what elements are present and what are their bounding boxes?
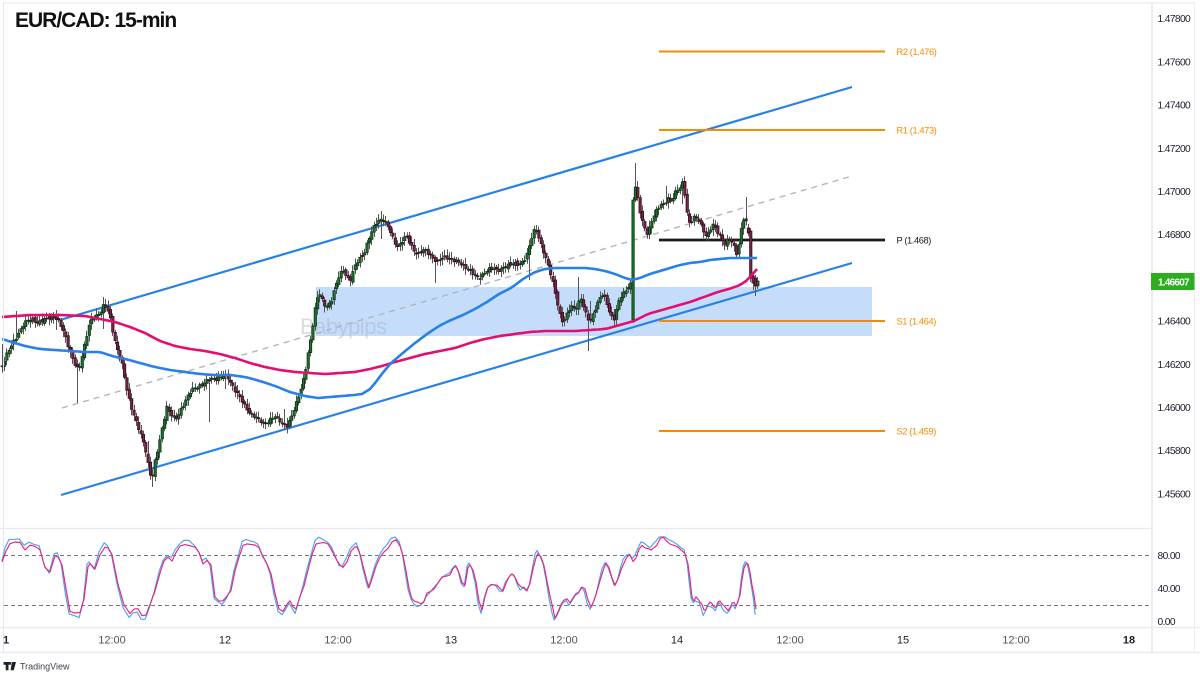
svg-text:R2 (1.476): R2 (1.476) [897, 47, 937, 57]
svg-text:80.00: 80.00 [1158, 551, 1181, 562]
svg-text:12:00: 12:00 [550, 635, 578, 647]
svg-text:1.47000: 1.47000 [1158, 187, 1192, 198]
svg-text:40.00: 40.00 [1158, 584, 1181, 595]
svg-text:S2 (1.459): S2 (1.459) [897, 426, 937, 436]
svg-text:13: 13 [445, 635, 457, 647]
svg-text:1.46000: 1.46000 [1158, 403, 1192, 414]
svg-text:TradingView: TradingView [20, 662, 70, 672]
svg-text:1.45600: 1.45600 [1158, 489, 1192, 500]
svg-text:1.45800: 1.45800 [1158, 446, 1192, 457]
svg-text:1.46607: 1.46607 [1158, 277, 1190, 288]
svg-text:R1 (1.473): R1 (1.473) [897, 125, 937, 135]
svg-text:12:00: 12:00 [98, 635, 126, 647]
svg-text:1: 1 [3, 635, 9, 647]
svg-text:EUR/CAD: 15-min: EUR/CAD: 15-min [15, 9, 176, 32]
svg-text:14: 14 [671, 635, 683, 647]
svg-text:1.46800: 1.46800 [1158, 230, 1192, 241]
svg-text:1.47800: 1.47800 [1158, 14, 1192, 25]
svg-text:12:00: 12:00 [324, 635, 352, 647]
svg-text:1.46400: 1.46400 [1158, 317, 1192, 328]
svg-text:1.47200: 1.47200 [1158, 144, 1192, 155]
svg-text:1.46200: 1.46200 [1158, 360, 1192, 371]
svg-text:S1 (1.464): S1 (1.464) [897, 316, 937, 326]
svg-text:12:00: 12:00 [1002, 635, 1030, 647]
svg-text:18: 18 [1123, 635, 1135, 647]
svg-text:12: 12 [219, 635, 231, 647]
svg-text:12:00: 12:00 [776, 635, 804, 647]
svg-text:P (1.468): P (1.468) [897, 235, 932, 245]
svg-text:15: 15 [897, 635, 909, 647]
svg-text:0.00: 0.00 [1158, 617, 1176, 628]
svg-text:1.47600: 1.47600 [1158, 57, 1192, 68]
svg-text:1.47400: 1.47400 [1158, 101, 1192, 112]
